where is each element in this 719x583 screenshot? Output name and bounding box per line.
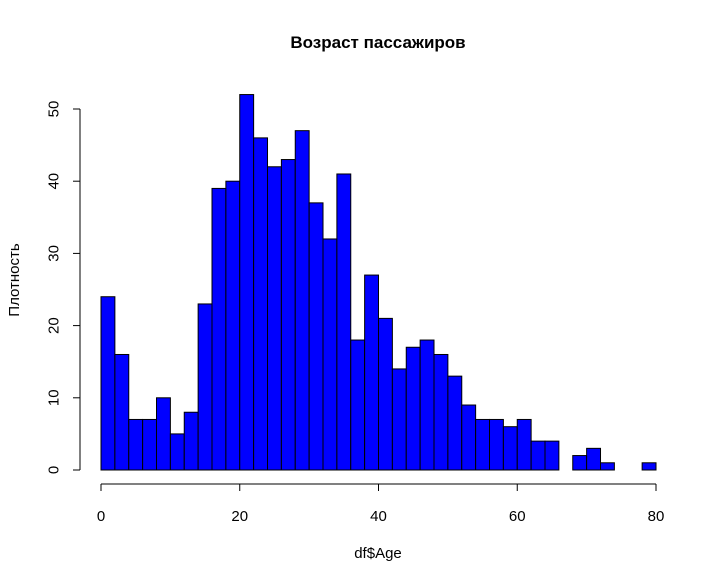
y-tick-label: 10 (46, 389, 63, 406)
y-tick-label: 30 (46, 245, 63, 262)
histogram-bar (586, 447, 602, 471)
x-tick-label: 20 (231, 508, 248, 525)
histogram-bar (419, 339, 435, 471)
y-tick-label: 0 (46, 466, 63, 474)
histogram-bar (433, 353, 449, 471)
histogram-bar (502, 426, 518, 471)
histogram-bar (308, 202, 324, 471)
histogram-bar (322, 238, 338, 471)
histogram-bar (544, 440, 560, 471)
y-tick-label: 50 (46, 101, 63, 118)
histogram-bar (516, 418, 532, 471)
histogram-bar (475, 418, 491, 471)
histogram-bar (211, 187, 227, 471)
x-axis: 0 20 40 60 80 (97, 483, 665, 525)
histogram-bar (197, 303, 213, 471)
histogram-bar (142, 418, 158, 471)
histogram-bar (294, 130, 310, 471)
bars-group (100, 94, 657, 471)
y-tick-label: 20 (46, 317, 63, 334)
histogram-bar (169, 433, 185, 471)
histogram-bar (253, 137, 269, 471)
histogram-bar (530, 440, 546, 471)
histogram-bar (405, 346, 421, 471)
x-tick-label: 80 (648, 508, 665, 525)
histogram-bar (572, 455, 588, 471)
histogram-bar (364, 274, 380, 471)
histogram-bar (225, 180, 241, 471)
histogram-bar (447, 375, 463, 471)
histogram-bar (350, 339, 366, 471)
histogram-bar (600, 462, 615, 471)
histogram-bar (489, 418, 504, 471)
histogram-bar (461, 404, 477, 471)
y-axis: 0 10 20 30 40 50 (46, 101, 81, 474)
histogram-bar (114, 353, 130, 471)
histogram-bar (239, 94, 255, 471)
histogram-bar (336, 173, 352, 471)
x-tick-label: 40 (370, 508, 387, 525)
histogram-bar (128, 418, 144, 471)
histogram-bar (156, 397, 171, 471)
histogram-bar (280, 159, 296, 471)
x-tick-label: 60 (509, 508, 526, 525)
histogram-bar (100, 296, 116, 471)
histogram-bar (391, 368, 407, 471)
histogram-bar (267, 166, 282, 471)
histogram-bar (641, 462, 657, 471)
y-axis-label: Плотность (6, 243, 23, 317)
x-tick-label: 0 (97, 508, 105, 525)
x-axis-label: df$Age (354, 545, 402, 562)
y-tick-label: 40 (46, 173, 63, 190)
chart-title: Возраст пассажиров (290, 33, 465, 52)
histogram-bar (183, 411, 199, 471)
histogram-bar (378, 317, 393, 471)
